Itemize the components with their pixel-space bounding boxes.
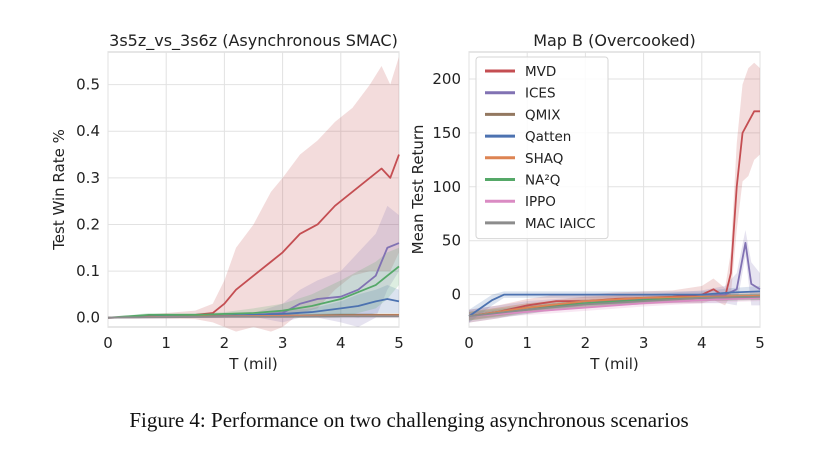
chart-title: 3s5z_vs_3s6z (Asynchronous SMAC) (109, 31, 398, 51)
x-tick-label: 5 (755, 334, 765, 352)
legend-label: QMIX (525, 107, 561, 123)
y-tick-label: 0.2 (76, 215, 100, 233)
series-line (468, 296, 761, 318)
chart-title: Map B (Overcooked) (533, 31, 696, 50)
x-tick-label: 1 (161, 334, 171, 352)
figure: 0 1 2 3 4 5 0.0 0.1 0.2 0.3 0.4 0.5 3s5z_vs_3s6z (As… (50, 31, 765, 373)
confidence-band (108, 56, 399, 332)
legend-label: MAC IAICC (525, 216, 595, 232)
y-tick-label: 0 (451, 286, 461, 304)
legend-label: Qatten (525, 129, 571, 145)
x-axis-label: T (mil) (228, 355, 278, 373)
y-axis-label: Test Win Rate % (50, 129, 68, 251)
x-tick-label: 4 (697, 334, 707, 352)
legend (475, 56, 609, 240)
legend-label: MVD (525, 64, 556, 80)
y-tick-label: 150 (432, 124, 461, 142)
y-tick-label: 0.1 (76, 262, 100, 280)
series-line (468, 294, 761, 318)
legend-label: ICES (525, 86, 556, 102)
x-axis-label: T (mil) (589, 355, 639, 373)
series-line (468, 290, 761, 317)
series-line (468, 295, 761, 318)
y-tick-label: 0.0 (76, 309, 100, 327)
x-tick-label: 1 (522, 334, 532, 352)
x-tick-label: 3 (278, 334, 288, 352)
y-tick-label: 100 (432, 178, 461, 196)
x-tick-label: 3 (639, 334, 649, 352)
y-tick-label: 0.5 (76, 76, 100, 94)
y-tick-label: 0.4 (76, 122, 100, 140)
x-tick-label: 2 (581, 334, 591, 352)
plot-area (107, 51, 400, 328)
x-tick-label: 0 (103, 334, 113, 352)
y-axis-label: Mean Test Return (409, 125, 427, 255)
y-tick-label: 50 (442, 232, 461, 250)
y-tick-label: 0.3 (76, 169, 100, 187)
x-tick-label: 2 (220, 334, 230, 352)
chart-0: 0 1 2 3 4 5 0.0 0.1 0.2 0.3 0.4 0.5 3s5z_vs_3s6z (As… (50, 31, 404, 373)
legend-label: SHAQ (525, 151, 563, 167)
series-line (107, 265, 400, 319)
legend-label: IPPO (525, 194, 556, 210)
series-line (107, 315, 399, 319)
x-tick-label: 0 (464, 334, 474, 352)
confidence-band (108, 247, 399, 318)
figure-caption: Figure 4: Performance on two challenging… (129, 408, 689, 432)
x-tick-label: 4 (336, 334, 346, 352)
confidence-band (108, 205, 399, 327)
y-tick-label: 200 (432, 70, 461, 88)
legend-label: NA²Q (525, 173, 560, 189)
x-tick-label: 5 (394, 334, 404, 352)
